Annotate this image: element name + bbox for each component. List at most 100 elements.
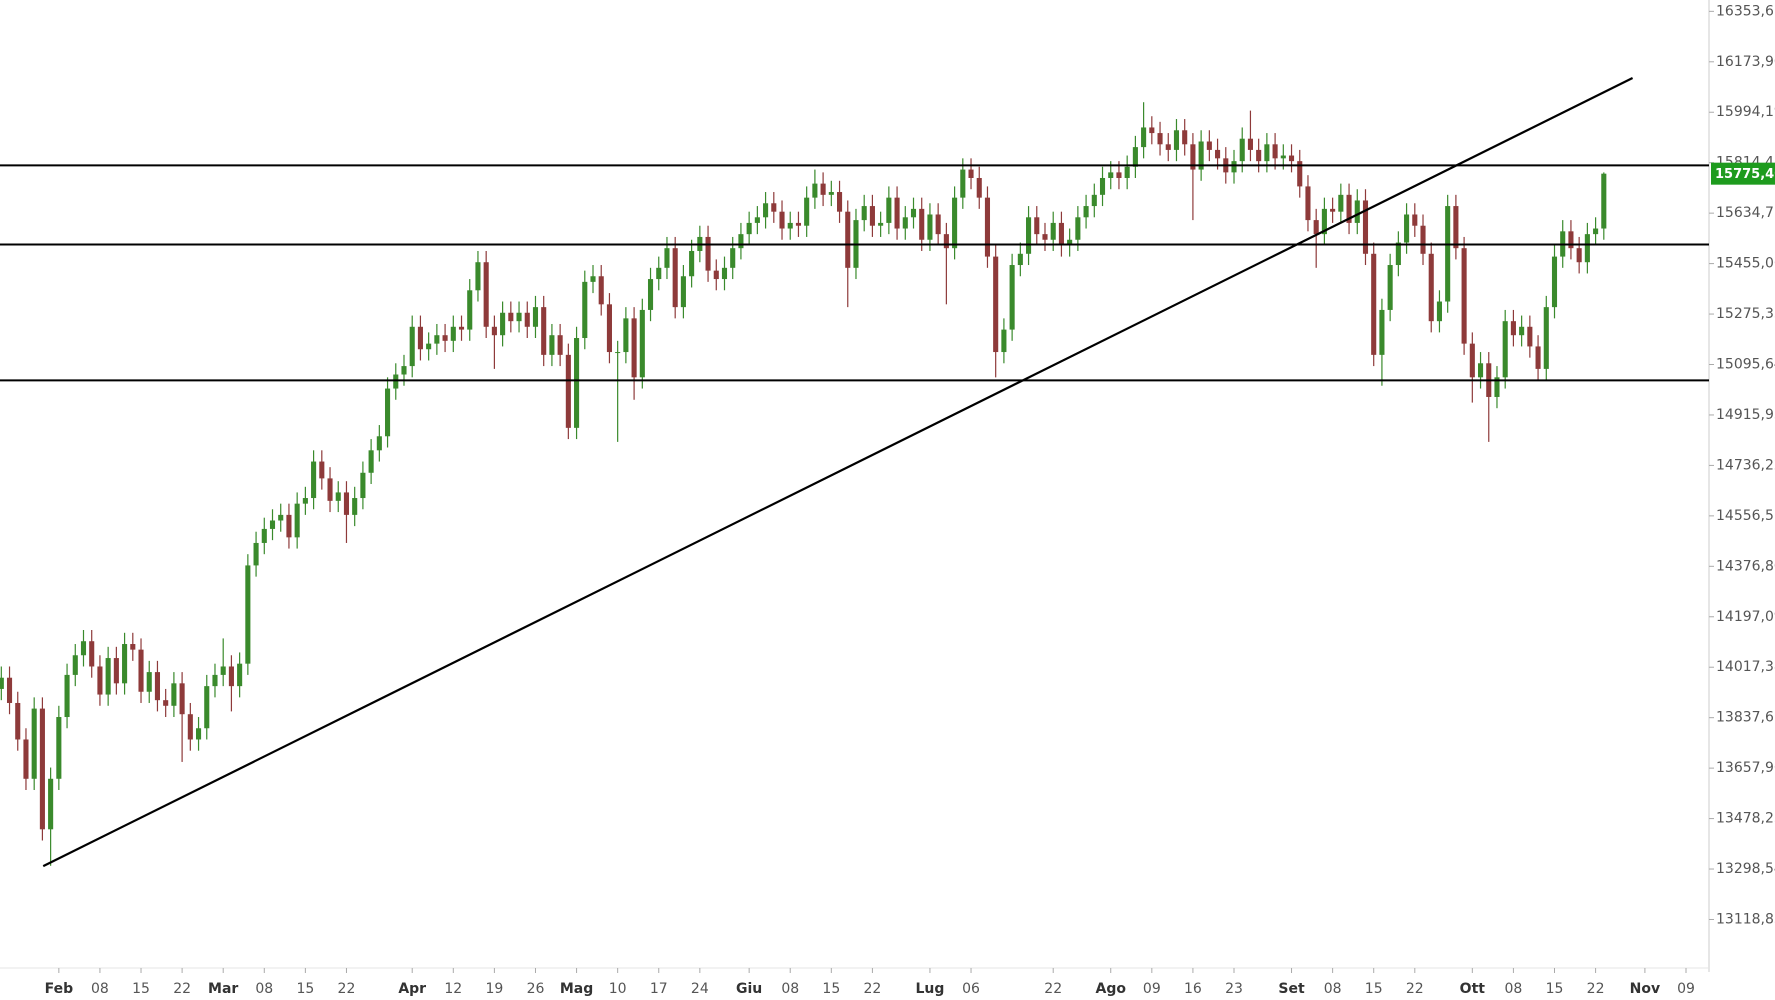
candle-body bbox=[1445, 206, 1451, 302]
candle-body bbox=[1313, 220, 1319, 235]
candle-body bbox=[541, 307, 547, 355]
candle-body bbox=[1173, 130, 1180, 150]
candle-body bbox=[1034, 217, 1040, 235]
candle-body bbox=[1297, 161, 1303, 187]
candle-body bbox=[105, 658, 111, 695]
x-tick-label: 23 bbox=[1225, 981, 1243, 997]
candle-body bbox=[1075, 217, 1081, 240]
candle-body bbox=[204, 686, 210, 729]
candle-body bbox=[1132, 147, 1138, 167]
x-tick-label: 24 bbox=[691, 981, 709, 997]
x-tick-label: 10 bbox=[609, 981, 627, 997]
candle-body bbox=[1239, 138, 1245, 162]
candle-body bbox=[1124, 166, 1130, 178]
candle-body bbox=[763, 203, 769, 218]
candle-body bbox=[598, 276, 604, 305]
candle-body bbox=[968, 169, 974, 178]
candle-body bbox=[393, 374, 399, 389]
x-tick-label: 08 bbox=[1504, 981, 1522, 997]
candle-body bbox=[746, 222, 752, 235]
candle-body bbox=[23, 739, 29, 779]
candle-body bbox=[705, 236, 711, 271]
candle-body bbox=[910, 208, 917, 218]
candle-body bbox=[804, 197, 810, 226]
x-tick-label: Set bbox=[1278, 981, 1305, 997]
candle-body bbox=[886, 197, 892, 223]
candle-body bbox=[179, 683, 185, 715]
candle-body bbox=[1190, 144, 1196, 170]
x-tick-label: 15 bbox=[822, 981, 840, 997]
candle-body bbox=[122, 644, 128, 684]
candle-body bbox=[721, 267, 728, 280]
candle-body bbox=[993, 256, 999, 353]
candle-body bbox=[352, 498, 358, 515]
candle-body bbox=[820, 183, 826, 195]
x-tick-label: Mar bbox=[208, 981, 238, 997]
candle-body bbox=[113, 658, 119, 684]
x-tick-label: Giu bbox=[736, 981, 762, 997]
candle-body bbox=[869, 206, 875, 226]
candle-body bbox=[39, 708, 45, 830]
candle-body bbox=[1026, 217, 1032, 254]
candle-body bbox=[1543, 307, 1549, 369]
candle-body bbox=[368, 450, 374, 473]
candle-body bbox=[1001, 329, 1007, 353]
y-tick-label: 16353,61 bbox=[1716, 3, 1775, 19]
candle-body bbox=[1247, 138, 1253, 150]
candle-body bbox=[467, 290, 473, 330]
candle-body bbox=[1198, 141, 1204, 170]
x-tick-label: 22 bbox=[1587, 981, 1605, 997]
candle-body bbox=[1477, 363, 1484, 378]
x-tick-label: Feb bbox=[45, 981, 74, 997]
x-tick-label: Ott bbox=[1460, 981, 1486, 997]
candle-body bbox=[680, 276, 686, 308]
candle-body bbox=[590, 276, 596, 282]
candle-body bbox=[327, 478, 333, 501]
candle-body bbox=[1494, 377, 1500, 397]
candle-body bbox=[1042, 234, 1048, 240]
candle-body bbox=[1395, 242, 1401, 266]
candle-body bbox=[1206, 141, 1212, 150]
candle-body bbox=[1050, 222, 1056, 240]
candle-body bbox=[1330, 208, 1336, 212]
candle-body bbox=[1058, 222, 1064, 246]
y-tick-label: 14376,80 bbox=[1716, 558, 1775, 574]
candle-body bbox=[1453, 206, 1459, 249]
candle-body bbox=[1264, 144, 1270, 162]
y-tick-label: 15275,35 bbox=[1716, 306, 1775, 322]
candle-body bbox=[1593, 228, 1599, 235]
candle-body bbox=[656, 267, 662, 280]
candle-body bbox=[1215, 149, 1221, 159]
x-tick-label: Lug bbox=[915, 981, 944, 997]
candle-body bbox=[450, 326, 456, 341]
candle-body bbox=[426, 343, 432, 350]
candle-body bbox=[1157, 133, 1163, 145]
x-tick-label: 09 bbox=[1143, 981, 1161, 997]
candle-body bbox=[1083, 206, 1089, 218]
candle-body bbox=[1338, 194, 1344, 212]
candle-body bbox=[475, 262, 481, 291]
candle-body bbox=[878, 222, 884, 226]
candle-body bbox=[615, 352, 621, 354]
candle-body bbox=[1412, 214, 1418, 226]
candle-body bbox=[1182, 130, 1188, 145]
candle-body bbox=[1141, 127, 1147, 148]
x-tick-label: 06 bbox=[962, 981, 980, 997]
candle-body bbox=[524, 312, 530, 327]
candle-body bbox=[302, 498, 308, 504]
candle-body bbox=[828, 192, 834, 195]
candle-body bbox=[1461, 248, 1467, 344]
candle-body bbox=[138, 649, 144, 692]
candle-body bbox=[713, 270, 719, 280]
candle-body bbox=[278, 514, 284, 521]
candle-body bbox=[163, 700, 169, 706]
candle-body bbox=[935, 214, 941, 235]
candle-body bbox=[1469, 343, 1475, 378]
candle-body bbox=[582, 281, 588, 339]
y-tick-label: 14556,51 bbox=[1716, 508, 1775, 524]
last-price-label: 15775,40 bbox=[1715, 167, 1775, 182]
candle-body bbox=[48, 778, 54, 830]
candle-body bbox=[1428, 253, 1434, 322]
candle-body bbox=[261, 528, 267, 543]
